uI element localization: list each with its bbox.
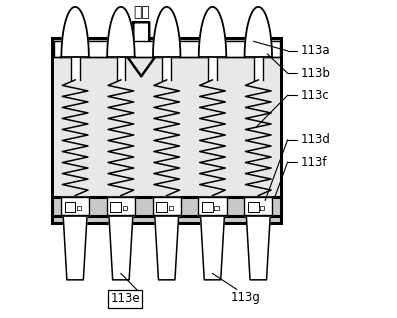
Polygon shape: [62, 7, 89, 57]
Polygon shape: [208, 57, 217, 80]
Polygon shape: [254, 57, 263, 80]
Polygon shape: [123, 206, 127, 210]
Polygon shape: [109, 216, 133, 280]
Polygon shape: [200, 216, 224, 280]
Polygon shape: [214, 206, 219, 210]
Polygon shape: [245, 7, 272, 57]
Polygon shape: [52, 197, 281, 216]
Polygon shape: [110, 202, 121, 212]
Polygon shape: [65, 202, 75, 212]
Polygon shape: [156, 202, 167, 212]
Text: 113d: 113d: [300, 134, 330, 146]
Text: 113a: 113a: [300, 45, 330, 57]
Polygon shape: [247, 216, 270, 280]
Polygon shape: [155, 216, 179, 280]
Text: 113c: 113c: [300, 89, 329, 102]
Text: 113f: 113f: [300, 156, 327, 169]
Text: 113g: 113g: [230, 291, 260, 304]
Polygon shape: [244, 197, 272, 215]
Polygon shape: [125, 22, 157, 76]
Text: 压力: 压力: [133, 5, 150, 19]
Polygon shape: [152, 197, 181, 215]
Polygon shape: [54, 41, 279, 57]
Polygon shape: [260, 206, 264, 210]
Polygon shape: [116, 57, 125, 80]
Polygon shape: [153, 7, 181, 57]
Polygon shape: [202, 202, 213, 212]
Polygon shape: [54, 57, 279, 197]
Polygon shape: [63, 216, 87, 280]
Polygon shape: [61, 197, 89, 215]
Text: 113b: 113b: [300, 67, 330, 80]
Polygon shape: [199, 7, 226, 57]
Polygon shape: [107, 197, 135, 215]
Polygon shape: [169, 206, 173, 210]
Polygon shape: [107, 7, 135, 57]
Polygon shape: [198, 197, 227, 215]
Polygon shape: [71, 57, 79, 80]
Polygon shape: [162, 57, 171, 80]
Text: 113e: 113e: [110, 293, 140, 305]
Polygon shape: [77, 206, 81, 210]
Polygon shape: [52, 38, 281, 223]
Polygon shape: [248, 202, 258, 212]
